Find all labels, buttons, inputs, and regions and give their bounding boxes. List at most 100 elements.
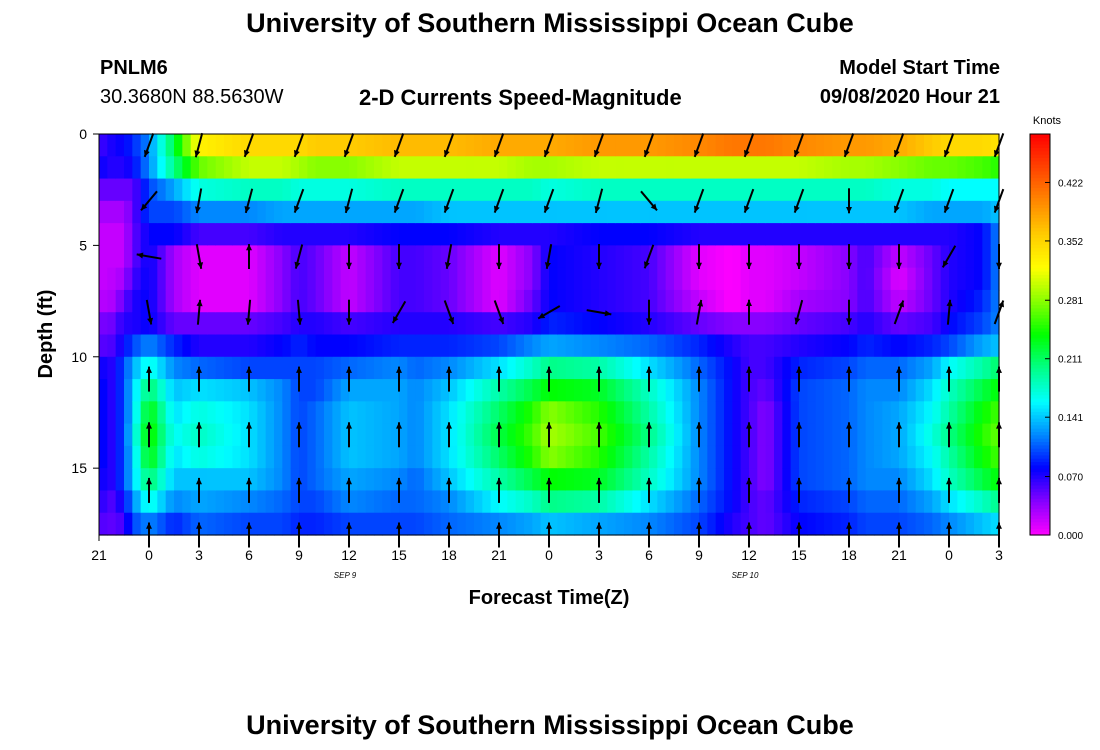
heatmap-cell (890, 245, 900, 269)
heatmap-cell (890, 267, 900, 291)
heatmap-cell (407, 356, 417, 380)
heatmap-cell (815, 245, 825, 269)
heatmap-cell (440, 245, 450, 269)
heatmap-cell (490, 134, 500, 157)
heatmap-cell (532, 356, 542, 380)
heatmap-cell (815, 468, 825, 492)
heatmap-cell (749, 267, 758, 291)
heatmap-cell (899, 245, 908, 269)
heatmap-cell (724, 445, 733, 469)
heatmap-cell (982, 178, 992, 202)
heatmap-cell (140, 401, 150, 425)
heatmap-cell (349, 223, 358, 246)
heatmap-cell (482, 401, 492, 425)
heatmap-cell (440, 356, 450, 380)
heatmap-cell (99, 423, 108, 447)
heatmap-cell (224, 289, 233, 313)
heatmap-cell (190, 178, 200, 202)
heatmap-cell (449, 156, 458, 180)
heatmap-cell (974, 200, 983, 224)
heatmap-cell (324, 267, 333, 291)
heatmap-cell (690, 468, 700, 492)
heatmap-cell (357, 490, 367, 514)
heatmap-cell (774, 200, 783, 224)
current-arrow (146, 366, 152, 392)
heatmap-cell (399, 200, 408, 224)
heatmap-cell (432, 289, 442, 313)
heatmap-cell (349, 178, 358, 202)
heatmap-cell (782, 512, 792, 536)
heatmap-cell (199, 134, 208, 157)
heatmap-cell (724, 156, 733, 180)
heatmap-cell (474, 267, 483, 291)
heatmap-cell (432, 267, 442, 291)
heatmap-cell (524, 445, 533, 469)
heatmap-cell (257, 289, 267, 313)
heatmap-cell (932, 468, 942, 492)
heatmap-cell (115, 490, 125, 514)
heatmap-cell (324, 289, 333, 313)
heatmap-cell (482, 156, 492, 180)
heatmap-cell (674, 512, 683, 536)
heatmap-cell (990, 468, 1000, 492)
heatmap-cell (882, 312, 892, 336)
heatmap-cell (599, 134, 608, 157)
heatmap-cell (607, 312, 617, 336)
heatmap-cell (440, 178, 450, 202)
heatmap-cell (590, 334, 600, 358)
heatmap-cell (874, 379, 883, 402)
heatmap-cell (832, 423, 842, 447)
heatmap-cell (457, 445, 467, 469)
heatmap-cell (874, 401, 883, 425)
heatmap-cell (249, 512, 258, 536)
heatmap-cell (757, 468, 767, 492)
heatmap-cell (649, 223, 658, 246)
heatmap-cell (924, 490, 933, 514)
current-arrow (343, 133, 355, 158)
heatmap-cell (932, 267, 942, 291)
heatmap-cell (399, 468, 408, 492)
heatmap-cell (390, 445, 400, 469)
heatmap-cell (190, 423, 200, 447)
heatmap-cell (957, 445, 967, 469)
heatmap-cell (132, 445, 142, 469)
colorbar-segment (1030, 474, 1050, 479)
heatmap-cell (465, 178, 475, 202)
heatmap-cell (957, 401, 967, 425)
heatmap-cell (424, 379, 433, 402)
heatmap-cell (907, 267, 917, 291)
chart-title: 2-D Currents Speed-Magnitude (359, 85, 682, 110)
current-arrow (140, 190, 158, 212)
heatmap-cell (182, 245, 192, 269)
heatmap-cell (557, 223, 567, 246)
heatmap-cell (190, 134, 200, 157)
heatmap-cell (132, 223, 142, 246)
heatmap-cell (649, 512, 658, 536)
heatmap-cell (674, 490, 683, 514)
heatmap-cell (849, 156, 858, 180)
current-arrow (943, 188, 955, 213)
heatmap-cell (315, 512, 325, 536)
heatmap-cell (440, 223, 450, 246)
heatmap-cell (407, 468, 417, 492)
heatmap-cell (749, 490, 758, 514)
heatmap-cell (582, 334, 592, 358)
heatmap-cell (382, 356, 392, 380)
heatmap-cell (190, 289, 200, 313)
heatmap-cell (615, 156, 625, 180)
heatmap-cell (799, 401, 808, 425)
heatmap-cell (249, 379, 258, 402)
heatmap-cell (682, 245, 692, 269)
heatmap-cell (949, 156, 958, 180)
heatmap-cell (924, 312, 933, 336)
heatmap-cell (365, 468, 375, 492)
heatmap-cell (957, 423, 967, 447)
heatmap-cell (957, 312, 967, 336)
heatmap-cell (199, 334, 208, 358)
heatmap-cell (574, 445, 583, 469)
heatmap-cell (740, 334, 750, 358)
heatmap-cell (690, 401, 700, 425)
heatmap-cell (282, 356, 292, 380)
heatmap-cell (974, 267, 983, 291)
heatmap-cell (332, 401, 342, 425)
